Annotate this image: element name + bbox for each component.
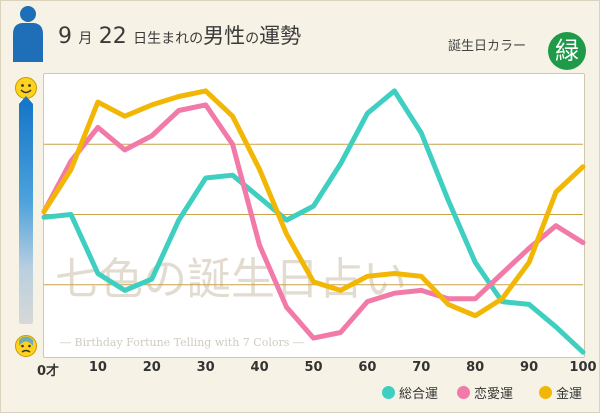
legend-swatch <box>382 386 395 399</box>
x-tick-label: 60 <box>358 360 377 375</box>
legend-swatch <box>539 386 552 399</box>
month-unit: 月 <box>78 31 93 47</box>
topic-label: 運勢 <box>259 24 302 48</box>
watermark-subtitle: ― Birthday Fortune Telling with 7 Colors… <box>60 336 304 349</box>
gender-label: 男性 <box>203 24 246 48</box>
x-tick-label: 50 <box>304 360 323 375</box>
legend-label: 金運 <box>556 387 583 402</box>
x-tick-label: 40 <box>250 360 269 375</box>
day-unit: 日生まれの <box>133 31 204 47</box>
x-tick-label: 30 <box>196 360 215 375</box>
birth-color-badge: 緑 <box>548 32 586 70</box>
legend-item-sougou: 総合運 <box>382 383 438 402</box>
legend-swatch <box>457 386 470 399</box>
legend-item-kinun: 金運 <box>539 383 582 402</box>
gauge-arrow <box>19 96 33 104</box>
male-silhouette-icon <box>13 6 43 62</box>
legend-item-renai: 恋愛運 <box>457 383 513 402</box>
series-line-sougou <box>41 88 586 355</box>
x-tick-label: 90 <box>520 360 539 375</box>
page-title: 9 月 22 日生まれの男性の運勢 <box>58 20 301 50</box>
legend-label: 恋愛運 <box>474 387 514 402</box>
month-value: 9 <box>58 24 72 49</box>
x-tick-label: 70 <box>412 360 431 375</box>
watermark-title: 七色の誕生日占い <box>55 254 407 305</box>
fortune-gauge <box>19 103 33 324</box>
title-connector: の <box>245 31 260 47</box>
series-line-kinun <box>41 88 586 319</box>
x-tick-label: 20 <box>142 360 161 375</box>
series-line-renai <box>41 102 586 341</box>
x-tick-label: 100 <box>569 360 597 375</box>
x-tick-label: 80 <box>466 360 485 375</box>
worried-face-icon <box>15 335 37 357</box>
legend-label: 総合運 <box>399 387 439 402</box>
header: 9 月 22 日生まれの男性の運勢 誕生日カラー 緑 <box>0 0 600 70</box>
birth-color-label: 誕生日カラー <box>448 39 527 54</box>
x-tick-label: 0才 <box>36 364 60 379</box>
x-tick-label: 10 <box>88 360 107 375</box>
plot-area <box>43 73 585 358</box>
smile-face-icon <box>15 77 37 99</box>
day-value: 22 <box>98 24 127 49</box>
